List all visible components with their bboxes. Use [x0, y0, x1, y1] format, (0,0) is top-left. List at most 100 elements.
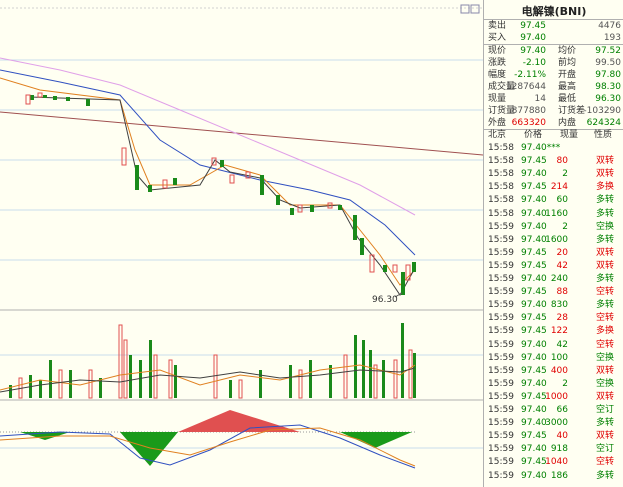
label: 最高 — [558, 82, 577, 92]
time: 15:59 — [488, 313, 514, 324]
time: 15:59 — [488, 300, 514, 311]
volume: 2 — [562, 221, 568, 232]
trade-row: 15:59 97.40 2 空换 — [484, 378, 623, 390]
price: 97.40 — [521, 195, 547, 206]
volume-down — [9, 323, 416, 398]
nature: 多换 — [595, 326, 614, 337]
ma-line — [0, 57, 416, 216]
separator — [484, 19, 623, 20]
time: 15:59 — [488, 287, 514, 298]
trade-row: 15:59 97.45 20 双转 — [484, 247, 623, 259]
stat-row: 成交量 1287644 最高 98.30 — [484, 81, 623, 93]
price: 97.40 — [521, 221, 547, 232]
order-row: 卖出 97.45 4476 — [484, 20, 623, 32]
time: 15:59 — [488, 470, 514, 481]
nature: 双转 — [595, 391, 614, 402]
volume: 918 — [550, 444, 568, 455]
separator — [484, 129, 623, 130]
price: 97.45 — [521, 156, 547, 167]
trade-row: 15:59 97.40 240 多转 — [484, 273, 623, 285]
header: 性质 — [594, 130, 613, 140]
price: 97.45 — [521, 457, 547, 468]
trend-line — [0, 111, 483, 156]
label: 成交量 — [488, 82, 516, 92]
label: 买入 — [488, 33, 507, 43]
price: 97.40 — [521, 274, 547, 284]
volume: 186 — [550, 470, 568, 481]
nature: 多转 — [595, 274, 614, 284]
nature: 空转 — [595, 457, 614, 468]
trade-row: 15:59 97.45 88 空转 — [484, 286, 623, 298]
volume: 100 — [550, 352, 568, 363]
value: -2.10 — [522, 58, 546, 68]
time: 15:59 — [488, 260, 514, 271]
header: 价格 — [524, 130, 543, 140]
price: 97.45 — [521, 247, 547, 258]
nature: 空转 — [595, 313, 614, 324]
value: 99.50 — [595, 58, 621, 68]
label: 涨跌 — [488, 58, 507, 68]
volume: 80 — [556, 156, 568, 167]
trade-row: 15:58 97.45 80 双转 — [484, 155, 623, 167]
time: 15:58 — [488, 182, 514, 193]
price: 97.45 — [521, 431, 547, 442]
trade-row: 15:59 97.45 122 多换 — [484, 325, 623, 337]
low-pointer — [394, 292, 403, 298]
macd-line — [0, 424, 416, 469]
label: 卖出 — [488, 21, 507, 31]
price: 97.40 — [521, 169, 547, 180]
value: 97.40 — [520, 46, 546, 56]
price: 97.45 — [520, 21, 546, 31]
stat-row: 涨跌 -2.10 前均 99.50 — [484, 57, 623, 69]
volume: 42 — [556, 339, 568, 350]
price: 97.40 — [521, 300, 547, 311]
trade-row: 15:58 97.40 2 双转 — [484, 168, 623, 180]
value: 97.80 — [595, 70, 621, 80]
value: 624324 — [586, 118, 621, 128]
header: 北京 — [488, 130, 507, 140]
volume: 1600 — [545, 234, 568, 245]
value: -2.11% — [514, 70, 546, 80]
price: 97.40 — [521, 378, 547, 389]
nature: 双转 — [595, 169, 614, 180]
time: 15:59 — [488, 352, 514, 363]
price: 97.45 — [521, 326, 547, 337]
price: 97.45 — [521, 260, 547, 271]
time: 15:58 — [488, 169, 514, 180]
nature: 空转 — [595, 287, 614, 298]
price: 97.45 — [521, 182, 547, 193]
volume: 1160 — [545, 208, 568, 219]
price: 97.40*** — [521, 143, 561, 153]
volume: 1000 — [545, 391, 568, 402]
price: 97.45 — [521, 365, 547, 376]
trade-row: 15:58 97.40 1160 多转 — [484, 208, 623, 220]
nature: 双转 — [595, 431, 614, 442]
nature: 多转 — [595, 418, 614, 429]
volume: 2 — [562, 378, 568, 389]
time: 15:59 — [488, 431, 514, 442]
trade-row: 15:59 97.45 1000 双转 — [484, 391, 623, 403]
label: 最低 — [558, 94, 577, 104]
volume: 214 — [550, 182, 568, 193]
time: 15:58 — [488, 208, 514, 219]
price: 97.40 — [521, 470, 547, 481]
volume: 122 — [550, 326, 568, 337]
time: 15:59 — [488, 221, 514, 232]
volume: 1040 — [545, 457, 568, 468]
separator — [484, 44, 623, 45]
trade-row: 15:59 97.45 1040 空转 — [484, 456, 623, 468]
label: 均价 — [558, 46, 577, 56]
trade-row: 15:59 97.40 186 多转 — [484, 470, 623, 482]
candles-down — [30, 95, 416, 295]
stat-row: 现价 97.40 均价 97.52 — [484, 45, 623, 57]
icon[interactable] — [460, 4, 470, 14]
nature: 多转 — [595, 195, 614, 206]
icon[interactable] — [470, 4, 480, 14]
label: 外盘 — [488, 118, 507, 128]
nature: 双转 — [595, 260, 614, 271]
trade-row: 15:58 97.40 60 多转 — [484, 194, 623, 206]
nature: 多换 — [595, 182, 614, 193]
price: 97.40 — [521, 352, 547, 363]
trade-header: 北京 价格 现量 性质 — [484, 129, 623, 141]
